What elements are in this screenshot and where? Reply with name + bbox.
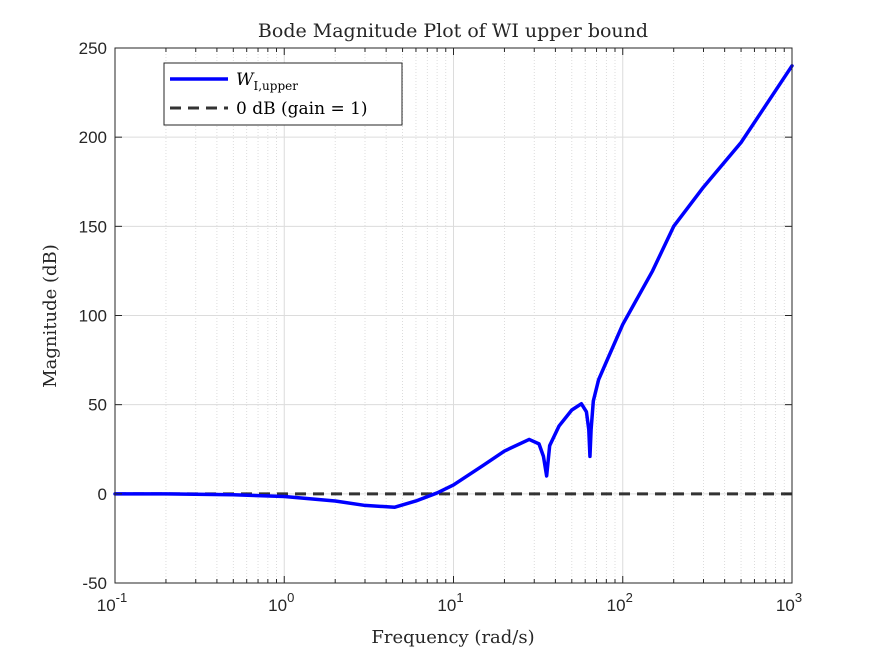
legend-box bbox=[163, 62, 403, 126]
x-axis-label: Frequency (rad/s) bbox=[371, 627, 534, 648]
y-tick-label: -50 bbox=[82, 574, 107, 593]
legend-label-wi-upper-main: W bbox=[236, 70, 255, 90]
y-tick-label: 200 bbox=[79, 128, 107, 147]
chart-title: Bode Magnitude Plot of WI upper bound bbox=[258, 20, 648, 42]
x-tick-label-base: 10 bbox=[437, 596, 456, 615]
x-tick-label: 103 bbox=[776, 590, 802, 615]
y-tick-label: 250 bbox=[79, 39, 107, 58]
series-layer bbox=[113, 64, 794, 509]
y-tick-label: 50 bbox=[88, 396, 107, 415]
x-tick-label-exponent: 0 bbox=[287, 590, 294, 605]
x-tick-label-base: 10 bbox=[776, 596, 795, 615]
x-tick-label: 102 bbox=[607, 590, 633, 615]
x-tick-label: 100 bbox=[268, 590, 294, 615]
y-axis-label: Magnitude (dB) bbox=[40, 244, 61, 388]
y-tick-label: 100 bbox=[79, 307, 107, 326]
legend-label-wi-upper: WI,upper bbox=[236, 70, 298, 93]
x-tick-label: 101 bbox=[437, 590, 463, 615]
legend: WI,upper 0 dB (gain = 1) bbox=[163, 62, 403, 126]
x-tick-label-exponent: -1 bbox=[116, 590, 128, 605]
x-tick-label-exponent: 2 bbox=[626, 590, 633, 605]
y-tick-label: 0 bbox=[98, 485, 107, 504]
x-tick-label: 10-1 bbox=[97, 590, 127, 615]
x-tick-label-exponent: 1 bbox=[456, 590, 463, 605]
y-tick-label: 150 bbox=[79, 217, 107, 236]
legend-label-0db: 0 dB (gain = 1) bbox=[236, 99, 368, 119]
x-tick-label-base: 10 bbox=[268, 596, 287, 615]
x-tick-label-exponent: 3 bbox=[795, 590, 802, 605]
x-tick-label-base: 10 bbox=[97, 596, 116, 615]
series-wi-upper-line bbox=[113, 64, 794, 509]
legend-label-wi-upper-sub: I,upper bbox=[253, 79, 298, 93]
x-tick-label-base: 10 bbox=[607, 596, 626, 615]
